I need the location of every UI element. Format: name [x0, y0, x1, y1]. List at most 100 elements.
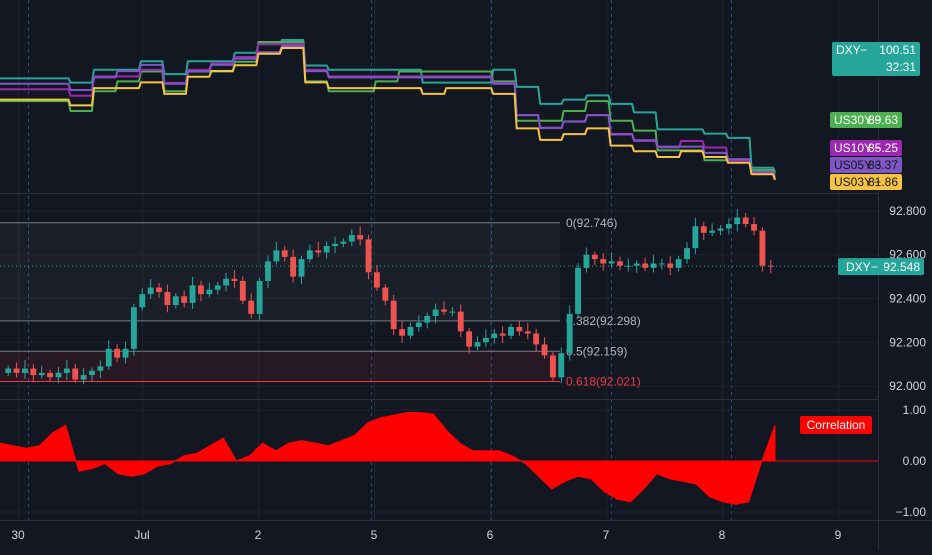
candle-body[interactable]	[575, 267, 581, 314]
price-label-dxy[interactable]	[832, 42, 920, 76]
candle-body[interactable]	[549, 355, 556, 378]
candle-body[interactable]	[105, 348, 112, 367]
candle-body[interactable]	[348, 235, 355, 242]
candle-body[interactable]	[642, 263, 649, 268]
candle-body[interactable]	[432, 309, 439, 317]
candle-body[interactable]	[206, 289, 213, 295]
dxy-last-price-label[interactable]	[838, 258, 924, 276]
candle-body[interactable]	[684, 248, 690, 260]
candle-body[interactable]	[189, 285, 196, 303]
candle-body[interactable]	[122, 348, 129, 358]
candle-body[interactable]	[449, 311, 456, 313]
candle-body[interactable]	[524, 331, 531, 334]
candle-body[interactable]	[315, 250, 322, 253]
candle-body[interactable]	[591, 254, 598, 260]
candle-body[interactable]	[382, 287, 389, 301]
candle-body[interactable]	[667, 263, 674, 268]
series-line-us03y[interactable]	[0, 47, 776, 181]
price-scale[interactable]: DXY − 100.51 32:31 US30Y − 89.63 US10Y − 85…	[800, 42, 926, 519]
candle-body[interactable]	[516, 326, 523, 332]
candle-body[interactable]	[164, 291, 171, 306]
candle-body[interactable]	[5, 368, 12, 373]
middle-pane-dxy[interactable]: 0(92.746) 0.382(92.298) 0.5(92.159) 0.618(9…	[0, 208, 878, 388]
candle-body[interactable]	[751, 224, 757, 231]
candle-body[interactable]	[692, 226, 699, 249]
series-line-us05y[interactable]	[0, 45, 776, 179]
candle-body[interactable]	[508, 326, 514, 336]
candle-body[interactable]	[239, 280, 246, 301]
candle-body[interactable]	[725, 224, 732, 229]
candle-body[interactable]	[214, 285, 221, 290]
candle-body[interactable]	[482, 337, 489, 343]
candle-body[interactable]	[139, 294, 146, 308]
candle-body[interactable]	[709, 230, 716, 233]
candle-body[interactable]	[172, 296, 179, 306]
candle-body[interactable]	[156, 287, 162, 292]
correlation-label[interactable]	[800, 416, 872, 434]
candle-body[interactable]	[407, 326, 414, 336]
candle-body[interactable]	[457, 311, 464, 332]
candle-body[interactable]	[474, 342, 481, 347]
price-label-us05y[interactable]	[830, 157, 902, 173]
candle-body[interactable]	[658, 263, 665, 265]
candle-body[interactable]	[700, 226, 707, 233]
candle-body[interactable]	[734, 217, 741, 225]
candle-body[interactable]	[55, 372, 62, 378]
candle-body[interactable]	[248, 300, 255, 314]
candle-body[interactable]	[130, 307, 137, 349]
bottom-pane-correlation[interactable]	[0, 412, 878, 505]
candle-body[interactable]	[265, 261, 271, 281]
candle-body[interactable]	[223, 278, 230, 286]
candle-body[interactable]	[566, 313, 573, 354]
candle-body[interactable]	[30, 368, 37, 376]
candle-body[interactable]	[617, 261, 623, 266]
candle-body[interactable]	[767, 265, 774, 267]
correlation-area[interactable]	[0, 412, 776, 505]
candle-body[interactable]	[424, 316, 431, 323]
candle-body[interactable]	[541, 344, 548, 356]
top-pane-comparison[interactable]	[0, 39, 776, 181]
price-label-us10y[interactable]	[830, 140, 902, 156]
candle-body[interactable]	[80, 375, 87, 380]
candle-body[interactable]	[323, 245, 330, 253]
candle-body[interactable]	[114, 348, 121, 358]
candle-body[interactable]	[499, 333, 506, 336]
candle-body[interactable]	[650, 263, 657, 268]
candle-body[interactable]	[181, 296, 188, 303]
candle-body[interactable]	[63, 368, 70, 373]
candle-body[interactable]	[608, 261, 615, 264]
candle-body[interactable]	[198, 285, 204, 295]
candle-body[interactable]	[633, 263, 640, 266]
candle-body[interactable]	[717, 228, 724, 231]
candle-body[interactable]	[231, 278, 238, 281]
candle-body[interactable]	[147, 287, 154, 295]
candle-body[interactable]	[298, 259, 305, 277]
candle-body[interactable]	[290, 256, 297, 277]
candle-body[interactable]	[390, 300, 397, 330]
time-axis[interactable]: 30 Jul 2 5 6 7 8 9	[11, 528, 841, 542]
candle-body[interactable]	[72, 368, 79, 380]
candle-body[interactable]	[281, 250, 288, 257]
candle-body[interactable]	[38, 372, 45, 376]
candle-body[interactable]	[583, 254, 590, 268]
candle-body[interactable]	[256, 280, 263, 314]
price-label-us03y[interactable]	[830, 174, 902, 190]
candle-body[interactable]	[89, 370, 95, 376]
candle-body[interactable]	[332, 243, 338, 246]
candle-body[interactable]	[357, 235, 364, 240]
candle-body[interactable]	[22, 368, 28, 373]
candle-body[interactable]	[759, 230, 766, 266]
candle-body[interactable]	[273, 250, 280, 262]
candle-body[interactable]	[558, 353, 565, 378]
candle-body[interactable]	[13, 368, 20, 373]
candle-body[interactable]	[97, 366, 104, 371]
candle-body[interactable]	[365, 239, 372, 273]
candle-body[interactable]	[600, 259, 607, 264]
candle-body[interactable]	[340, 241, 347, 244]
candle-body[interactable]	[415, 322, 422, 327]
candle-body[interactable]	[306, 250, 313, 260]
series-line-us30y[interactable]	[0, 41, 776, 175]
candle-body[interactable]	[533, 333, 540, 345]
candle-body[interactable]	[742, 217, 749, 225]
